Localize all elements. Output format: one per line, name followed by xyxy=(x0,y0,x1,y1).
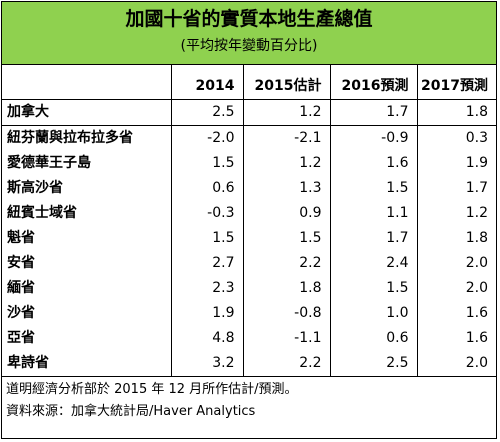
cell-value: 2.3 xyxy=(171,276,244,301)
table-row: 加拿大 2.5 1.2 1.7 1.8 xyxy=(2,99,496,126)
cell-value: 1.0 xyxy=(330,301,418,326)
cell-value: 2.4 xyxy=(330,251,418,276)
cell-value: 2.0 xyxy=(465,255,488,271)
cell-value: 2.5 xyxy=(171,99,244,126)
table-row: 卑詩省 3.2 2.2 2.5 2.0 xyxy=(2,351,496,377)
row-label: 緬省 xyxy=(2,276,172,301)
row-label: 安省 xyxy=(2,251,172,276)
cell-value: 1.7 xyxy=(465,180,488,196)
cell-value: 4.8 xyxy=(171,326,244,351)
cell-value: 1.6 xyxy=(330,151,418,176)
cell-value: 1.5 xyxy=(330,276,418,301)
cell-value: 1.9 xyxy=(465,155,488,171)
cell-value: 0.3 xyxy=(465,130,488,146)
cell-value: 1.9 xyxy=(171,301,244,326)
column-header-2: 2016預測 xyxy=(330,74,418,100)
row-label: 紐芬蘭與拉布拉多省 xyxy=(2,125,172,151)
cell-value: -0.8 xyxy=(243,301,331,326)
table-row: 安省 2.7 2.2 2.4 2.0 xyxy=(2,251,496,276)
cell-value: 1.8 xyxy=(243,276,331,301)
cell-value: 1.2 xyxy=(243,151,331,176)
table-row: 緬省 2.3 1.8 1.5 2.0 xyxy=(2,276,496,301)
column-header-blank xyxy=(2,74,172,100)
data-table: 2014 2015估計 2016預測 2017預測 加拿大 2.5 1.2 1.7 1.8 紐芬… xyxy=(2,64,496,377)
cell-value: -1.1 xyxy=(243,326,331,351)
column-header-0: 2014 xyxy=(171,74,244,100)
source-note: 資料來源：加拿大統計局/Haver Analytics xyxy=(6,404,256,419)
row-label: 加拿大 xyxy=(2,99,172,126)
table-row: 紐賓士域省 -0.3 0.9 1.1 1.2 xyxy=(2,201,496,226)
table-header: 加國十省的實質本地生產總值 (平均按年變動百分比) xyxy=(2,2,496,65)
cell-value: 1.5 xyxy=(243,226,331,251)
table-row: 斯高沙省 0.6 1.3 1.5 1.7 xyxy=(2,176,496,201)
row-label: 沙省 xyxy=(2,301,172,326)
cell-value: -0.9 xyxy=(330,125,418,151)
cell-value: 1.2 xyxy=(243,99,331,126)
cell-value: 1.7 xyxy=(330,226,418,251)
cell-value: 1.8 xyxy=(417,99,496,126)
cell-value: 0.6 xyxy=(171,176,244,201)
cell-value: -0.3 xyxy=(171,201,244,226)
footnote: 道明經濟分析部於 2015 年 12 月所作估計/預測。 xyxy=(6,382,298,397)
cell-value: 1.3 xyxy=(243,176,331,201)
cell-value: 1.5 xyxy=(330,176,418,201)
row-label: 卑詩省 xyxy=(2,351,172,377)
cell-value: 1.6 xyxy=(465,305,488,321)
row-label: 魁省 xyxy=(2,226,172,251)
cell-value: 1.5 xyxy=(171,151,244,176)
cell-value: 1.1 xyxy=(330,201,418,226)
notes: 道明經濟分析部於 2015 年 12 月所作估計/預測。 資料來源：加拿大統計局… xyxy=(2,379,496,423)
table-subtitle: (平均按年變動百分比) xyxy=(180,38,318,54)
table-row: 亞省 4.8 -1.1 0.6 1.6 xyxy=(2,326,496,351)
column-header-row: 2014 2015估計 2016預測 2017預測 xyxy=(2,74,496,100)
table-row: 魁省 1.5 1.5 1.7 1.8 xyxy=(2,226,496,251)
cell-value: 0.9 xyxy=(243,201,331,226)
cell-value: 2.7 xyxy=(171,251,244,276)
cell-value: 1.6 xyxy=(465,330,488,346)
cell-value: 2.0 xyxy=(465,280,488,296)
cell-value: 0.6 xyxy=(330,326,418,351)
row-label: 愛德華王子島 xyxy=(2,151,172,176)
cell-value: 1.2 xyxy=(465,205,488,221)
column-header-1: 2015估計 xyxy=(243,74,331,100)
row-label: 亞省 xyxy=(2,326,172,351)
cell-value: -2.1 xyxy=(243,125,331,151)
table-row: 沙省 1.9 -0.8 1.0 1.6 xyxy=(2,301,496,326)
spacer-row xyxy=(2,64,496,74)
row-label: 斯高沙省 xyxy=(2,176,172,201)
cell-value: 2.2 xyxy=(243,251,331,276)
cell-value: 1.8 xyxy=(465,230,488,246)
cell-value: 3.2 xyxy=(171,351,244,377)
cell-value: 1.7 xyxy=(330,99,418,126)
cell-value: 1.5 xyxy=(171,226,244,251)
column-header-3: 2017預測 xyxy=(417,74,496,100)
row-label: 紐賓士域省 xyxy=(2,201,172,226)
table-row: 愛德華王子島 1.5 1.2 1.6 1.9 xyxy=(2,151,496,176)
table-title: 加國十省的實質本地生產總值 xyxy=(125,8,373,30)
cell-value: 2.0 xyxy=(417,351,496,377)
cell-value: -2.0 xyxy=(171,125,244,151)
cell-value: 2.2 xyxy=(243,351,331,377)
cell-value: 2.5 xyxy=(330,351,418,377)
table-row: 紐芬蘭與拉布拉多省 -2.0 -2.1 -0.9 0.3 xyxy=(2,125,496,151)
